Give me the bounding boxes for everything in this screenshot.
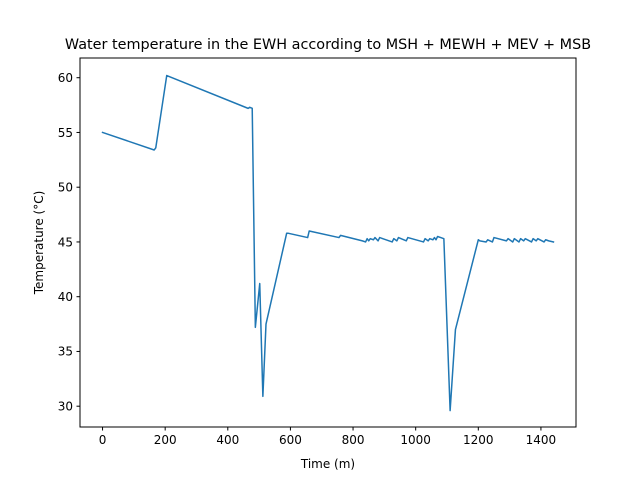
x-tick-label: 1200 <box>463 433 494 447</box>
temperature-series-line <box>101 74 555 412</box>
y-axis-label: Temperature (°C) <box>32 191 46 296</box>
x-tick-label: 200 <box>154 433 177 447</box>
y-tick-label: 35 <box>58 345 73 359</box>
y-axis-ticks: 30 35 40 45 50 55 60 <box>58 71 80 413</box>
plot-area <box>101 74 555 412</box>
x-tick-label: 800 <box>342 433 365 447</box>
chart-title: Water temperature in the EWH according t… <box>65 37 591 53</box>
y-tick-label: 45 <box>58 235 73 249</box>
x-tick-label: 1000 <box>400 433 431 447</box>
x-tick-label: 600 <box>279 433 302 447</box>
y-tick-label: 55 <box>58 126 73 140</box>
y-tick-label: 60 <box>58 71 73 85</box>
x-tick-label: 0 <box>99 433 107 447</box>
x-tick-label: 400 <box>216 433 239 447</box>
y-tick-label: 40 <box>58 290 73 304</box>
x-axis-label: Time (m) <box>300 457 355 471</box>
y-tick-label: 50 <box>58 181 73 195</box>
x-axis-ticks: 0 200 400 600 800 1000 1200 1400 <box>99 427 556 447</box>
x-tick-label: 1400 <box>526 433 557 447</box>
axes-frame <box>79 57 577 428</box>
y-tick-label: 30 <box>58 399 73 413</box>
